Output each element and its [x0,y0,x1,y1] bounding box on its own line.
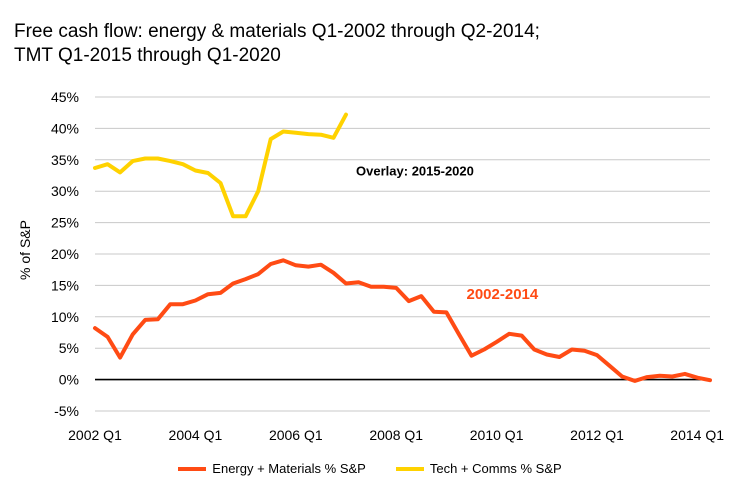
overlay-annotation: Overlay: 2015-2020 [356,164,474,179]
period-annotation: 2002-2014 [467,286,539,303]
x-tick-label: 2012 Q1 [570,427,624,443]
y-tick-label: 10% [51,309,79,325]
y-tick-label: -5% [54,403,79,419]
tech-comms-line [93,112,348,219]
legend: Energy + Materials % S&P Tech + Comms % … [0,461,740,476]
x-tick-label: 2008 Q1 [369,427,423,443]
y-tick-label: 0% [59,372,79,388]
legend-swatch-tech [395,466,424,471]
x-tick-label: 2014 Q1 [670,427,724,443]
legend-label-tech: Tech + Comms % S&P [429,461,562,476]
y-tick-label: 30% [51,183,79,199]
gridlines [95,96,710,412]
x-tick-label: 2006 Q1 [269,427,323,443]
x-axis-ticks: 2002 Q1 2004 Q1 2006 Q1 2008 Q1 2010 Q1 2012 … [68,427,724,443]
y-axis-ticks: -5% 0% 5% 10% 15% 20% 25% 30% 35% 40% 45% [51,89,79,419]
legend-item-energy: Energy + Materials % S&P [178,461,366,476]
y-tick-label: 35% [51,152,79,168]
x-tick-label: 2004 Q1 [169,427,223,443]
legend-swatch-energy [178,466,207,471]
y-tick-label: 5% [59,340,79,356]
legend-item-tech: Tech + Comms % S&P [395,461,562,476]
annotations: Overlay: 2015-2020 2002-2014 [356,164,539,304]
y-axis-label: % of S&P [17,220,33,280]
title-line-2: TMT Q1-2015 through Q1-2020 [14,45,281,66]
y-tick-label: 20% [51,246,79,262]
chart-title: Free cash flow: energy & materials Q1-20… [14,20,540,68]
series-lines [93,112,712,383]
x-tick-label: 2002 Q1 [68,427,122,443]
y-tick-label: 25% [51,215,79,231]
y-tick-label: 15% [51,277,79,293]
legend-label-energy: Energy + Materials % S&P [212,461,366,476]
energy-materials-line [93,258,712,383]
x-tick-label: 2010 Q1 [470,427,524,443]
y-tick-label: 40% [51,120,79,136]
y-tick-label: 45% [51,89,79,105]
title-line-1: Free cash flow: energy & materials Q1-20… [14,21,540,42]
